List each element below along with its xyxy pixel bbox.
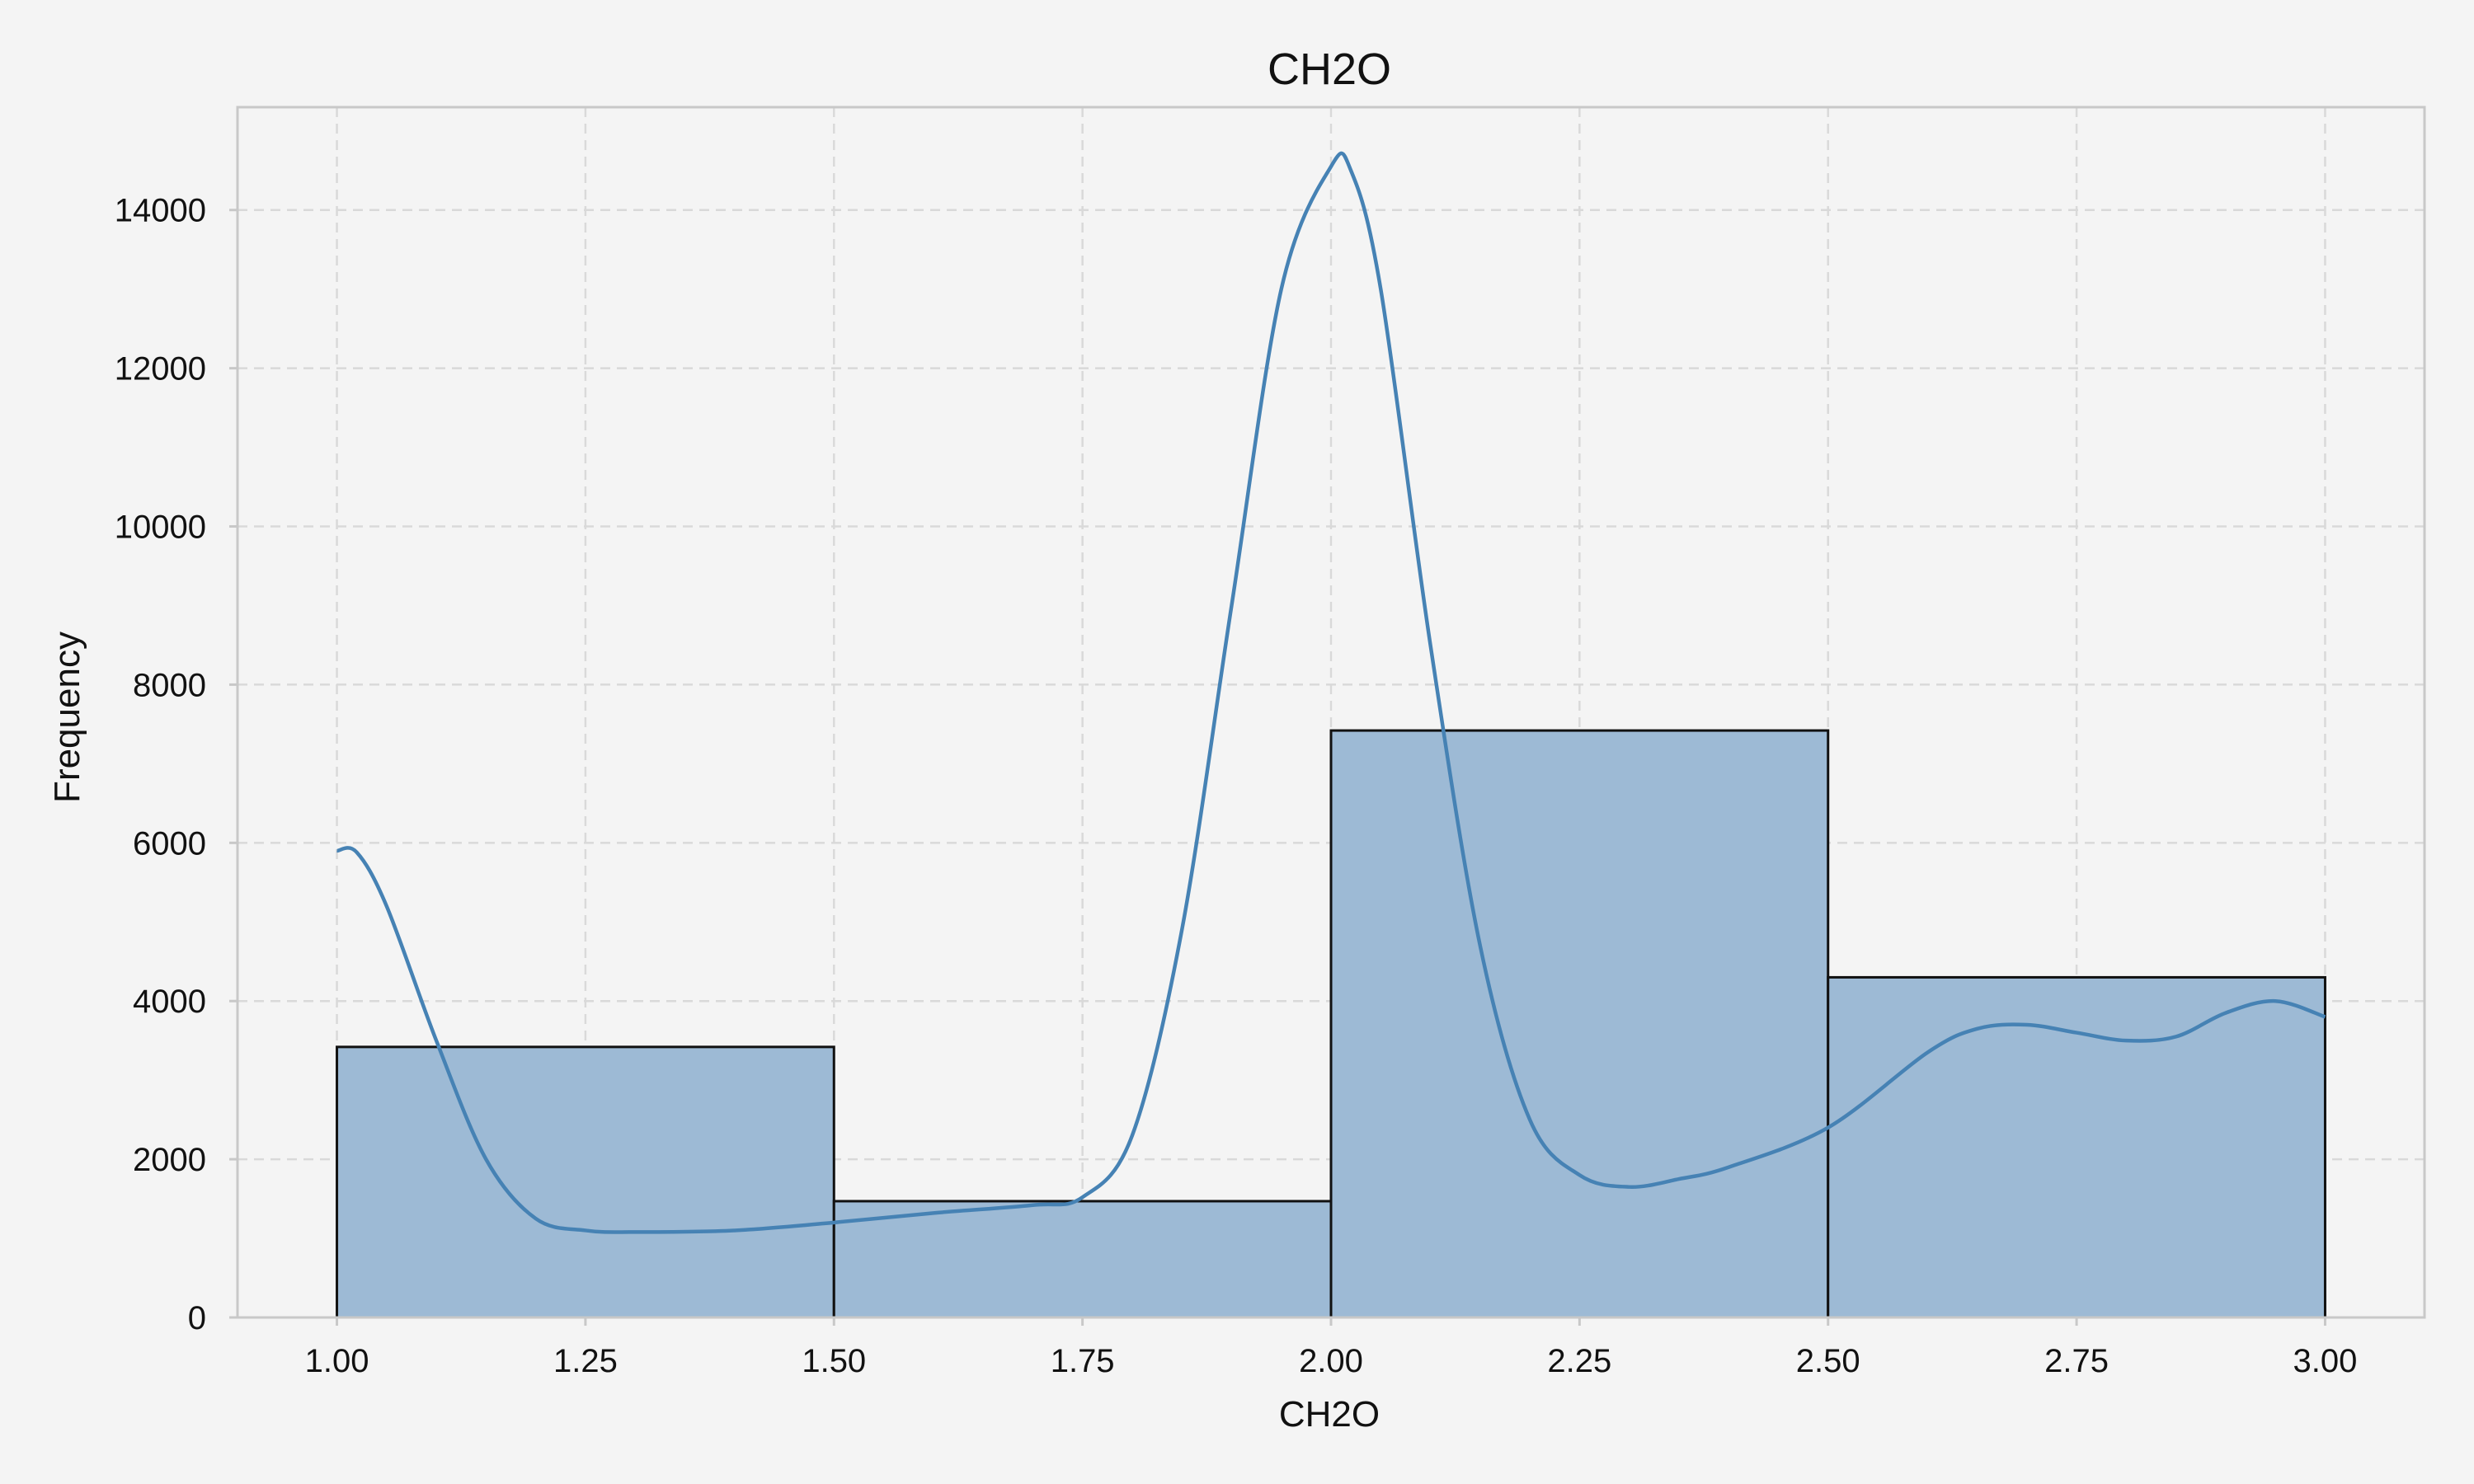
x-tick-label: 2.00	[1299, 1343, 1363, 1379]
kde-curve-group	[336, 151, 2326, 1234]
y-tick-label: 6000	[133, 825, 206, 862]
x-tick-label: 3.00	[2293, 1343, 2358, 1379]
x-tick-label: 2.25	[1547, 1343, 1611, 1379]
x-axis-label: CH2O	[1279, 1394, 1380, 1435]
x-tick-label: 1.25	[553, 1343, 618, 1379]
x-tick-label: 1.00	[305, 1343, 369, 1379]
y-tick-label: 2000	[133, 1142, 206, 1178]
x-tick-label: 1.50	[802, 1343, 866, 1379]
x-tick-label: 2.75	[2044, 1343, 2109, 1379]
y-tick-label: 14000	[115, 193, 206, 229]
grid-lines	[238, 107, 2425, 1317]
y-tick-label: 0	[188, 1300, 206, 1336]
histogram-bar	[1827, 975, 2326, 1319]
histogram-bar	[336, 1045, 835, 1319]
y-tick-label: 12000	[115, 351, 206, 387]
y-tick-label: 10000	[115, 510, 206, 546]
histogram-bar	[1329, 729, 1830, 1319]
x-tick-labels: 1.00 1.25 1.50 1.75 2.00 2.25 2.50 2.75 3.00	[305, 1317, 2358, 1379]
y-tick-label: 8000	[133, 667, 206, 703]
kde-line	[336, 151, 2326, 1234]
y-tick-labels: 0 2000 4000 6000 8000 10000 12000 14000	[115, 193, 238, 1336]
y-axis-label: Frequency	[47, 632, 87, 803]
y-tick-label: 4000	[133, 984, 206, 1020]
x-tick-label: 1.75	[1051, 1343, 1115, 1379]
histogram-bar	[832, 1200, 1333, 1319]
x-tick-label: 2.50	[1796, 1343, 1860, 1379]
chart-title: CH2O	[1268, 45, 1391, 94]
